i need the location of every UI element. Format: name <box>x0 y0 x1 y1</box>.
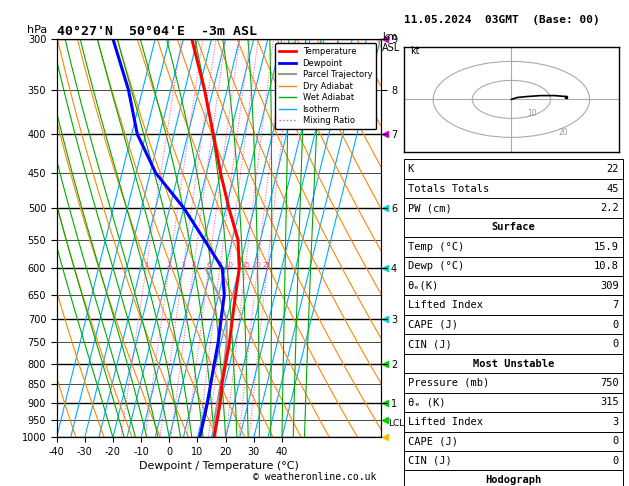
X-axis label: Dewpoint / Temperature (°C): Dewpoint / Temperature (°C) <box>138 461 299 471</box>
Text: LCL: LCL <box>387 419 404 428</box>
Text: 7: 7 <box>613 300 619 310</box>
Text: 45: 45 <box>606 184 619 193</box>
Text: Totals Totals: Totals Totals <box>408 184 489 193</box>
Text: 20: 20 <box>559 128 568 138</box>
Text: Temp (°C): Temp (°C) <box>408 242 464 252</box>
Text: 0: 0 <box>613 339 619 349</box>
Text: 20: 20 <box>253 262 262 268</box>
Text: CIN (J): CIN (J) <box>408 456 452 466</box>
Text: Surface: Surface <box>491 223 535 232</box>
Text: 10.8: 10.8 <box>594 261 619 271</box>
Text: © weatheronline.co.uk: © weatheronline.co.uk <box>253 472 376 482</box>
Text: PW (cm): PW (cm) <box>408 203 452 213</box>
Text: 15: 15 <box>241 262 250 268</box>
Text: kt: kt <box>409 46 419 56</box>
Text: Most Unstable: Most Unstable <box>472 359 554 368</box>
Text: 2: 2 <box>167 262 171 268</box>
Text: 8: 8 <box>218 262 222 268</box>
Text: 0: 0 <box>613 456 619 466</box>
Text: Hodograph: Hodograph <box>485 475 542 485</box>
Text: 10: 10 <box>224 262 233 268</box>
Text: CIN (J): CIN (J) <box>408 339 452 349</box>
Text: Pressure (mb): Pressure (mb) <box>408 378 489 388</box>
Text: 750: 750 <box>600 378 619 388</box>
Text: CAPE (J): CAPE (J) <box>408 436 457 446</box>
Text: 0: 0 <box>613 436 619 446</box>
Text: θₑ (K): θₑ (K) <box>408 398 445 407</box>
Text: 3: 3 <box>181 262 186 268</box>
Text: 0: 0 <box>613 320 619 330</box>
Text: 10: 10 <box>527 109 537 119</box>
Text: 3: 3 <box>613 417 619 427</box>
Text: 11.05.2024  03GMT  (Base: 00): 11.05.2024 03GMT (Base: 00) <box>404 15 599 25</box>
Text: θₑ(K): θₑ(K) <box>408 281 439 291</box>
Text: 40°27'N  50°04'E  -3m ASL: 40°27'N 50°04'E -3m ASL <box>57 25 257 38</box>
Text: 1: 1 <box>144 262 148 268</box>
Text: 315: 315 <box>600 398 619 407</box>
Text: Lifted Index: Lifted Index <box>408 417 482 427</box>
Legend: Temperature, Dewpoint, Parcel Trajectory, Dry Adiabat, Wet Adiabat, Isotherm, Mi: Temperature, Dewpoint, Parcel Trajectory… <box>275 43 376 129</box>
Text: Lifted Index: Lifted Index <box>408 300 482 310</box>
Text: hPa: hPa <box>28 25 48 35</box>
Text: 25: 25 <box>263 262 272 268</box>
Text: 2.2: 2.2 <box>600 203 619 213</box>
Text: 309: 309 <box>600 281 619 291</box>
Text: CAPE (J): CAPE (J) <box>408 320 457 330</box>
Text: 4: 4 <box>191 262 196 268</box>
Text: 22: 22 <box>606 164 619 174</box>
Text: 15.9: 15.9 <box>594 242 619 252</box>
Text: Dewp (°C): Dewp (°C) <box>408 261 464 271</box>
Text: km
ASL: km ASL <box>382 32 400 53</box>
Text: 6: 6 <box>206 262 211 268</box>
Text: K: K <box>408 164 414 174</box>
